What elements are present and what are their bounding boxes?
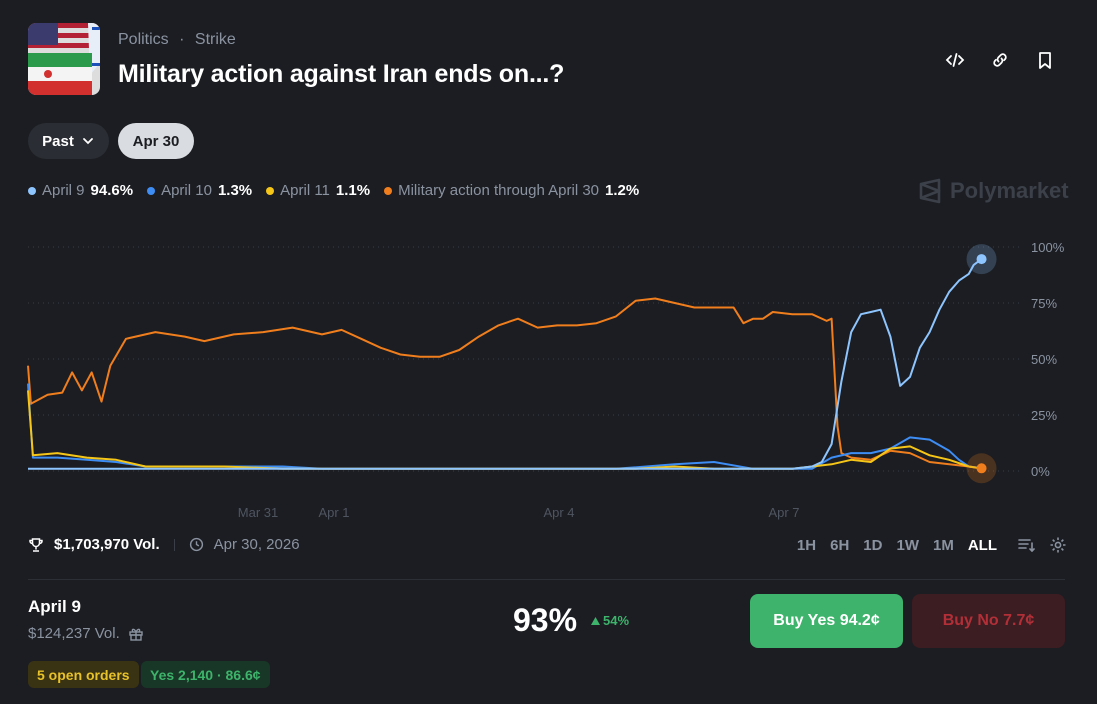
page-title: Military action against Iran ends on...? — [118, 60, 565, 88]
open-orders-badge[interactable]: 5 open orders — [28, 661, 139, 688]
legend-value: 1.1% — [335, 182, 371, 199]
copy-link-button[interactable] — [987, 47, 1013, 73]
range-1h[interactable]: 1H — [796, 536, 817, 554]
polymarket-logo-icon — [919, 178, 941, 204]
gear-icon[interactable] — [1049, 536, 1067, 554]
outcome-volume: $124,237 Vol. — [28, 625, 120, 642]
legend-value: 1.2% — [605, 182, 640, 199]
y-tick-label: 100% — [1031, 240, 1065, 255]
endpoint-dot — [976, 463, 987, 474]
range-all[interactable]: ALL — [967, 536, 997, 554]
buy-yes-label: Buy Yes — [773, 612, 836, 629]
buy-yes-button[interactable]: Buy Yes 94.2¢ — [750, 594, 903, 648]
buy-no-label: Buy No — [942, 612, 999, 629]
buy-yes-price: 94.2¢ — [839, 612, 880, 629]
series-line — [28, 258, 983, 470]
past-dropdown[interactable]: Past — [28, 123, 109, 159]
range-6h[interactable]: 6H — [830, 536, 850, 554]
y-tick-label: 75% — [1031, 296, 1057, 311]
x-tick-label: Apr 1 — [318, 505, 349, 520]
stats-divider — [173, 538, 175, 551]
market-stats: $1,703,970 Vol. Apr 30, 2026 — [28, 536, 300, 553]
x-tick-label: Apr 7 — [768, 505, 799, 520]
triangle-up-icon — [591, 616, 600, 625]
outcome-change-value: 54% — [603, 613, 630, 628]
clock-icon — [189, 537, 203, 552]
breadcrumb-separator: · — [179, 31, 185, 48]
legend-label: April 11 — [280, 182, 330, 199]
chart-legend: April 9 94.6% April 10 1.3% April 11 1.1% Mili… — [28, 182, 639, 199]
legend-dot — [266, 186, 275, 195]
legend-dot — [147, 186, 156, 195]
buy-no-button[interactable]: Buy No 7.7¢ — [912, 594, 1065, 648]
end-date: Apr 30, 2026 — [213, 536, 300, 553]
y-tick-label: 0% — [1031, 464, 1050, 479]
y-tick-label: 50% — [1031, 352, 1057, 367]
outcome-name[interactable]: April 9 — [28, 597, 81, 616]
code-icon — [945, 53, 965, 67]
chevron-down-icon — [82, 138, 93, 145]
x-tick-label: Apr 4 — [543, 505, 574, 520]
series-line — [27, 297, 982, 470]
date-filter-apr30[interactable]: Apr 30 — [118, 123, 194, 159]
polymarket-logo: Polymarket — [918, 178, 1069, 204]
market-image — [28, 23, 100, 95]
embed-button[interactable] — [942, 47, 968, 73]
legend-item[interactable]: April 10 1.3% — [147, 182, 252, 199]
legend-value: 94.6% — [90, 182, 134, 199]
price-chart[interactable]: 100% 75% 50% 25% 0% Mar 31 Apr 1 Apr 4 Apr 7 — [0, 220, 1097, 525]
bookmark-button[interactable] — [1032, 47, 1058, 73]
outcome-volume-row: $124,237 Vol. — [28, 625, 144, 642]
legend-item[interactable]: April 9 94.6% — [28, 182, 133, 199]
y-tick-label: 25% — [1031, 408, 1057, 423]
breadcrumb-subcategory[interactable]: Strike — [194, 31, 236, 48]
trophy-icon — [29, 537, 43, 552]
x-tick-label: Mar 31 — [238, 505, 278, 520]
range-1m[interactable]: 1M — [932, 536, 954, 554]
legend-item[interactable]: April 11 1.1% — [266, 182, 370, 199]
gift-icon[interactable] — [128, 626, 144, 642]
breadcrumb: Politics · Strike — [118, 31, 236, 49]
outcome-change: 54% — [591, 613, 629, 628]
range-1w[interactable]: 1W — [896, 536, 919, 554]
legend-label: Military action through April 30 — [398, 182, 600, 199]
total-volume: $1,703,970 Vol. — [54, 536, 160, 553]
legend-label: April 9 — [42, 182, 85, 199]
legend-item[interactable]: Military action through April 30 1.2% — [384, 182, 639, 199]
endpoint-dot — [976, 254, 987, 265]
bookmark-icon — [1039, 52, 1051, 69]
legend-dot — [384, 186, 393, 195]
brand-name: Polymarket — [950, 178, 1069, 203]
sort-icon[interactable] — [1017, 536, 1035, 554]
breadcrumb-category[interactable]: Politics — [118, 31, 169, 48]
legend-label: April 10 — [161, 182, 212, 199]
range-1d[interactable]: 1D — [863, 536, 883, 554]
legend-value: 1.3% — [217, 182, 253, 199]
link-icon — [993, 53, 1007, 67]
position-badge[interactable]: Yes 2,140 · 86.6¢ — [141, 661, 270, 688]
legend-dot — [28, 186, 36, 195]
series-line — [27, 390, 982, 470]
buy-no-price: 7.7¢ — [1003, 612, 1035, 629]
section-divider — [28, 579, 1065, 580]
outcome-chance: 93% — [513, 602, 578, 638]
past-label: Past — [42, 132, 74, 150]
time-range-selector: 1H 6H 1D 1W 1M ALL — [797, 536, 1067, 554]
